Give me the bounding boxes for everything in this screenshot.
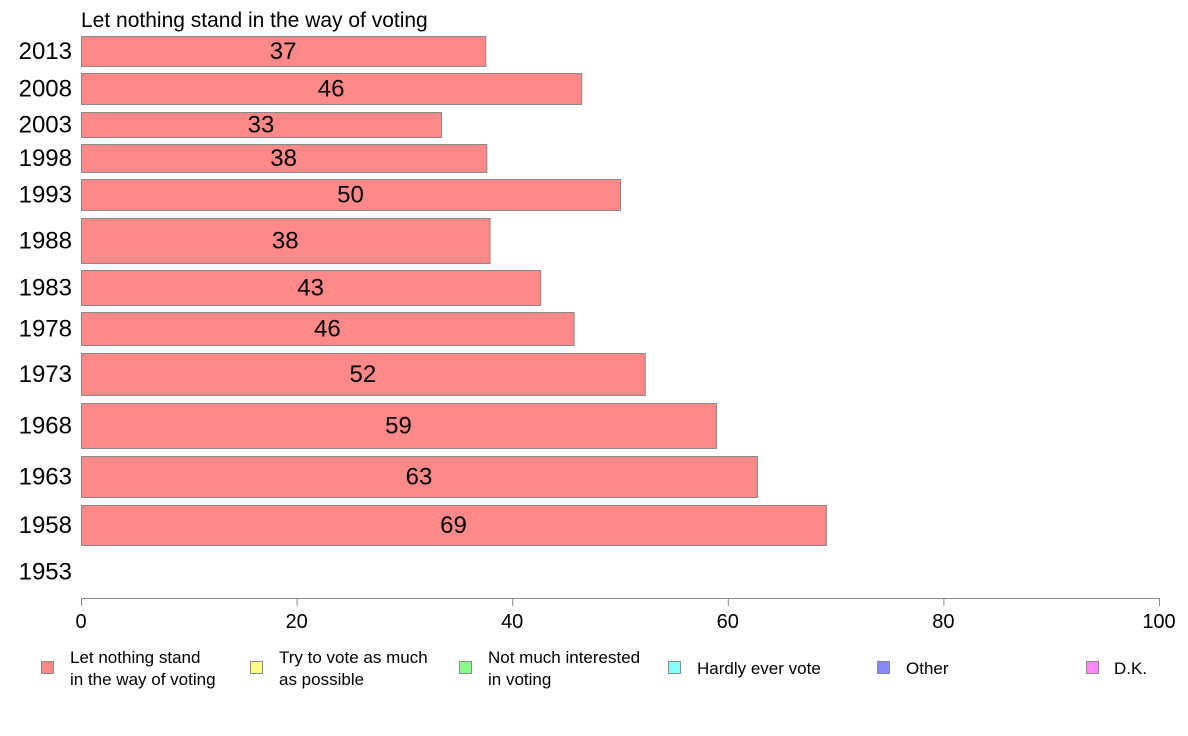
legend-label-6: D.K. bbox=[1114, 659, 1147, 678]
year-label-2013: 2013 bbox=[19, 38, 72, 65]
legend: Let nothing stand in the way of voting Try… bbox=[41, 648, 1147, 689]
x-tick-label-20: 20 bbox=[285, 611, 307, 633]
bar-value-label-1963: 63 bbox=[406, 464, 433, 491]
year-label-2008: 2008 bbox=[19, 76, 72, 103]
bar-2003 bbox=[81, 112, 443, 138]
legend-swatch-1 bbox=[41, 661, 54, 674]
bar-value-label-1988: 38 bbox=[272, 228, 299, 255]
legend-swatch-5 bbox=[877, 661, 890, 674]
bar-2008 bbox=[81, 73, 583, 105]
year-label-1983: 1983 bbox=[19, 275, 72, 302]
year-label-1978: 1978 bbox=[19, 316, 72, 343]
year-label-1963: 1963 bbox=[19, 464, 72, 491]
bar-1998 bbox=[81, 144, 488, 173]
x-tick-label-100: 100 bbox=[1142, 611, 1175, 633]
year-label-1973: 1973 bbox=[19, 361, 72, 388]
year-labels-group: 2013 2008 2003 1998 1993 1988 1983 1978 1973 1968… bbox=[19, 38, 72, 586]
bar-1958 bbox=[81, 505, 827, 546]
bar-1983 bbox=[81, 270, 542, 306]
year-label-1958: 1958 bbox=[19, 512, 72, 539]
legend-label-4: Hardly ever vote bbox=[697, 659, 821, 678]
bars-group: 37 46 33 38 50 38 43 46 52 59 63 69 bbox=[81, 36, 827, 546]
legend-label-1: Let nothing stand in the way of voting bbox=[70, 648, 216, 689]
bar-value-label-1998: 38 bbox=[270, 145, 297, 172]
x-tick-label-60: 60 bbox=[717, 611, 739, 633]
bar-1978 bbox=[81, 312, 575, 346]
legend-label-5: Other bbox=[906, 659, 949, 678]
legend-swatch-6 bbox=[1086, 661, 1099, 674]
bar-value-label-2013: 37 bbox=[270, 38, 297, 65]
bar-1973 bbox=[81, 353, 646, 396]
bar-value-label-2003: 33 bbox=[248, 112, 275, 139]
legend-swatch-3 bbox=[459, 661, 472, 674]
bar-1993 bbox=[81, 179, 621, 211]
bar-2013 bbox=[81, 36, 487, 67]
year-label-1968: 1968 bbox=[19, 413, 72, 440]
x-axis: 0 20 40 60 80 100 bbox=[75, 598, 1176, 633]
year-label-2003: 2003 bbox=[19, 112, 72, 139]
year-label-1988: 1988 bbox=[19, 228, 72, 255]
x-tick-label-80: 80 bbox=[932, 611, 954, 633]
bar-value-label-1983: 43 bbox=[297, 275, 324, 302]
legend-swatch-2 bbox=[250, 661, 263, 674]
x-tick-label-40: 40 bbox=[501, 611, 523, 633]
bar-value-label-1968: 59 bbox=[385, 413, 412, 440]
bar-value-label-1958: 69 bbox=[440, 512, 467, 539]
year-label-1998: 1998 bbox=[19, 145, 72, 172]
bar-1968 bbox=[81, 403, 717, 449]
legend-swatch-4 bbox=[668, 661, 681, 674]
bar-value-label-2008: 46 bbox=[318, 76, 345, 103]
x-tick-label-0: 0 bbox=[75, 611, 86, 633]
bar-value-label-1993: 50 bbox=[337, 182, 364, 209]
legend-label-2: Try to vote as much as possible bbox=[279, 648, 428, 689]
bar-value-label-1973: 52 bbox=[350, 361, 377, 388]
bar-1963 bbox=[81, 456, 758, 498]
year-label-1993: 1993 bbox=[19, 182, 72, 209]
chart-title: Let nothing stand in the way of voting bbox=[81, 9, 428, 32]
legend-label-3: Not much interested in voting bbox=[488, 648, 640, 689]
bar-1988 bbox=[81, 218, 491, 264]
bar-value-label-1978: 46 bbox=[314, 316, 341, 343]
year-label-1953: 1953 bbox=[19, 559, 72, 586]
